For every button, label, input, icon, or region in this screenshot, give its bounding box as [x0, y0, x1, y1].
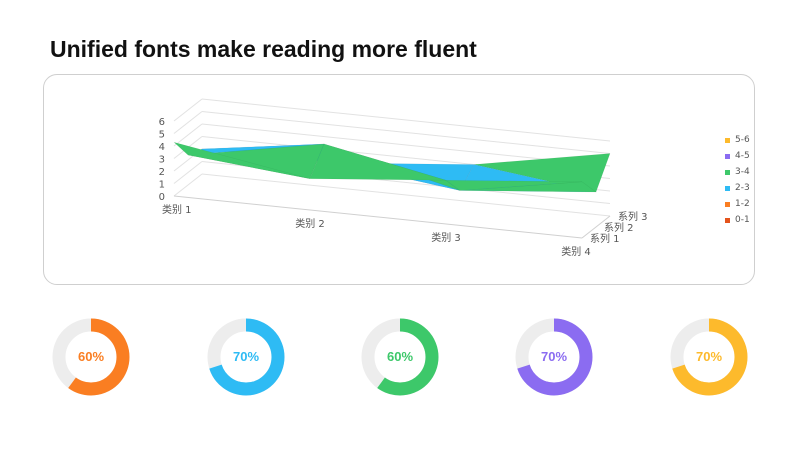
z-tick-label: 5	[159, 130, 165, 141]
donut-percent-label: 70%	[695, 349, 723, 364]
series-label: 系列 1	[590, 232, 620, 245]
z-tick-label: 1	[159, 180, 165, 191]
legend-label: 3-4	[735, 167, 750, 177]
side-gridline	[173, 111, 203, 134]
donut-percent-label: 60%	[77, 349, 105, 364]
legend-label: 1-2	[735, 199, 750, 209]
donut-ring	[52, 318, 130, 396]
side-gridline	[173, 123, 203, 147]
depth-axis-line	[581, 215, 611, 239]
legend-swatch	[725, 153, 730, 159]
category-label: 类别 4	[561, 245, 591, 258]
donut-fill	[361, 318, 439, 396]
donut-fill	[52, 318, 130, 396]
surface-patch	[445, 179, 583, 191]
back-gridline	[201, 111, 611, 154]
category-label: 类别 2	[295, 217, 325, 230]
legend-item: 0-1	[725, 212, 785, 228]
legend-swatch	[725, 137, 730, 143]
page-title: Unified fonts make reading more fluent	[50, 36, 477, 62]
surface-chart: 01 23 45 6 类别 1 类别 2 类别 3 类别 4系列 1系列 2系列 3	[159, 98, 648, 258]
donut-gauge: 70%	[207, 318, 285, 396]
donut-ring	[207, 318, 285, 396]
legend-item: 5-6	[725, 132, 785, 148]
category-label: 类别 3	[431, 231, 461, 244]
donut-gauge: 60%	[361, 318, 439, 396]
legend-swatch	[725, 169, 730, 175]
side-gridline	[173, 98, 203, 122]
legend-label: 5-6	[735, 135, 750, 145]
legend-label: 4-5	[735, 151, 750, 161]
donut-percent-label: 70%	[540, 349, 568, 364]
series-label: 系列 2	[604, 221, 634, 234]
donut-ring	[515, 318, 593, 396]
back-gridline	[201, 173, 611, 217]
donut-gauge: 70%	[515, 318, 593, 396]
side-gridline	[173, 161, 203, 184]
donut-fill	[670, 318, 748, 396]
chart-card: 0 1 2 3 4 5 6 类别 1 类别 2 类别 3 类别 4 系列 1 系列 2 系列 3	[43, 74, 755, 285]
z-tick-label: 6	[159, 117, 165, 128]
legend-label: 0-1	[735, 215, 750, 225]
donut-fill	[515, 318, 593, 396]
chart-legend: 5-6 4-5 3-4 2-3 1-2 0-1	[725, 132, 785, 228]
donut-gauge: 70%	[670, 318, 748, 396]
donut-ring	[670, 318, 748, 396]
z-tick-label: 0	[159, 192, 165, 203]
donut-ring	[361, 318, 439, 396]
donut-percent-label: 60%	[386, 349, 414, 364]
z-tick-label: 3	[159, 155, 165, 166]
donut-gauge: 60%	[52, 318, 130, 396]
legend-item: 1-2	[725, 196, 785, 212]
surface-patches	[173, 141, 611, 193]
x-axis-line	[173, 195, 583, 239]
donut-fill	[207, 318, 285, 396]
legend-label: 2-3	[735, 183, 750, 193]
legend-swatch	[725, 217, 730, 223]
z-tick-label: 4	[159, 142, 165, 153]
legend-swatch	[725, 201, 730, 207]
surface-patch	[173, 141, 311, 180]
back-gridline	[201, 98, 611, 142]
category-label: 类别 1	[162, 203, 192, 216]
legend-item: 4-5	[725, 148, 785, 164]
legend-swatch	[725, 185, 730, 191]
side-gridline	[173, 173, 203, 197]
legend-item: 2-3	[725, 180, 785, 196]
surface-patch	[309, 143, 447, 181]
legend-item: 3-4	[725, 164, 785, 180]
donut-percent-label: 70%	[232, 349, 260, 364]
z-tick-label: 2	[159, 167, 165, 178]
series-label: 系列 3	[618, 210, 648, 223]
